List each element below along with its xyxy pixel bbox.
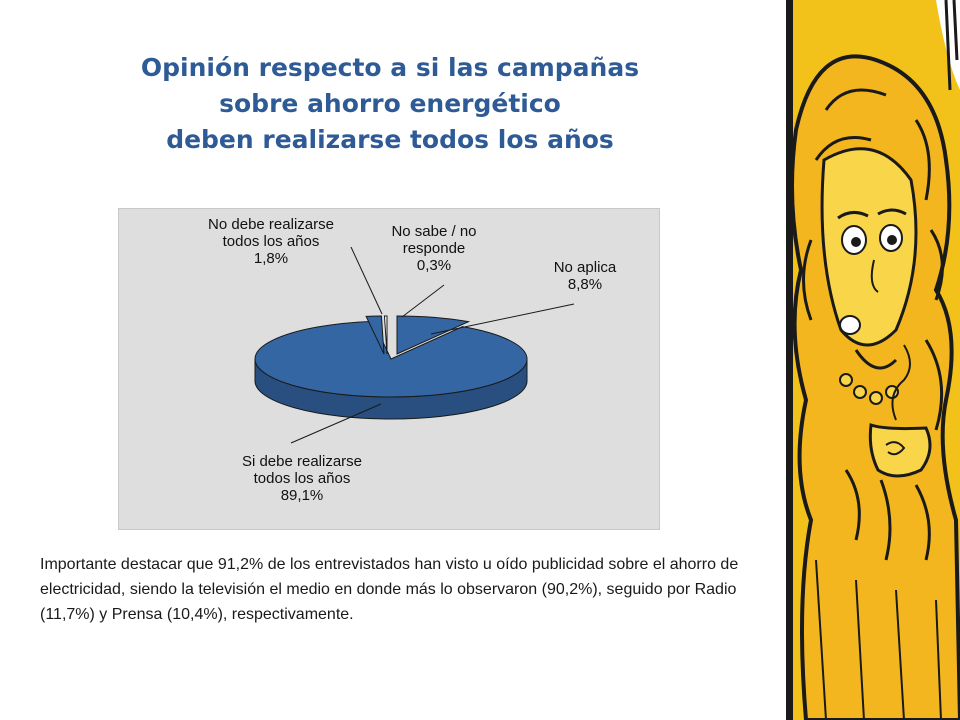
leader-line-3	[401, 284, 445, 318]
body-paragraph: Importante destacar que 91,2% de los ent…	[40, 556, 739, 623]
slice-value-label: 1,8%	[254, 250, 288, 267]
slice-category-label: No aplica	[554, 259, 617, 276]
slice-value-label: 0,3%	[417, 257, 451, 274]
title-line-1: Opinión respecto a si las campañas	[140, 53, 640, 82]
pie-chart: No aplica 8,8% Si debe realizarse todos los…	[118, 208, 660, 530]
slice-value-label: 8,8%	[568, 276, 602, 293]
leader-line-1	[290, 403, 382, 444]
slice-category-label: todos los años	[223, 233, 320, 250]
slice-category-label: responde	[403, 240, 466, 257]
pie-slice-0	[396, 315, 471, 355]
pie-slice-3	[383, 315, 388, 355]
slice-label-0: No aplica 8,8%	[554, 259, 617, 293]
cartoon-woman-illustration	[786, 0, 960, 720]
pie-slice-1	[254, 320, 528, 398]
slide-title: Opinión respecto a si las campañas sobre…	[90, 50, 690, 158]
title-line-3: deben realizarse todos los años	[166, 125, 614, 154]
leader-line-2	[350, 246, 383, 315]
pie-chart-svg: No aplica 8,8%Si debe realizarse todos los…	[208, 216, 617, 504]
slice-category-label: Si debe realizarse	[242, 453, 362, 470]
slice-category-label: No debe realizarse	[208, 216, 334, 233]
slice-category-label: No sabe / no	[391, 223, 476, 240]
slice-label-3: No sabe / no responde 0,3%	[391, 223, 476, 274]
leader-line-0	[430, 303, 575, 335]
pie-slice-2	[365, 315, 385, 355]
title-line-2: sobre ahorro energético	[219, 89, 561, 118]
slice-label-1: Si debe realizarse todos los años 89,1%	[242, 453, 362, 504]
slice-category-label: todos los años	[254, 470, 351, 487]
slice-value-label: 89,1%	[281, 487, 324, 504]
slice-label-2: No debe realizarse todos los años 1,8%	[208, 216, 334, 267]
